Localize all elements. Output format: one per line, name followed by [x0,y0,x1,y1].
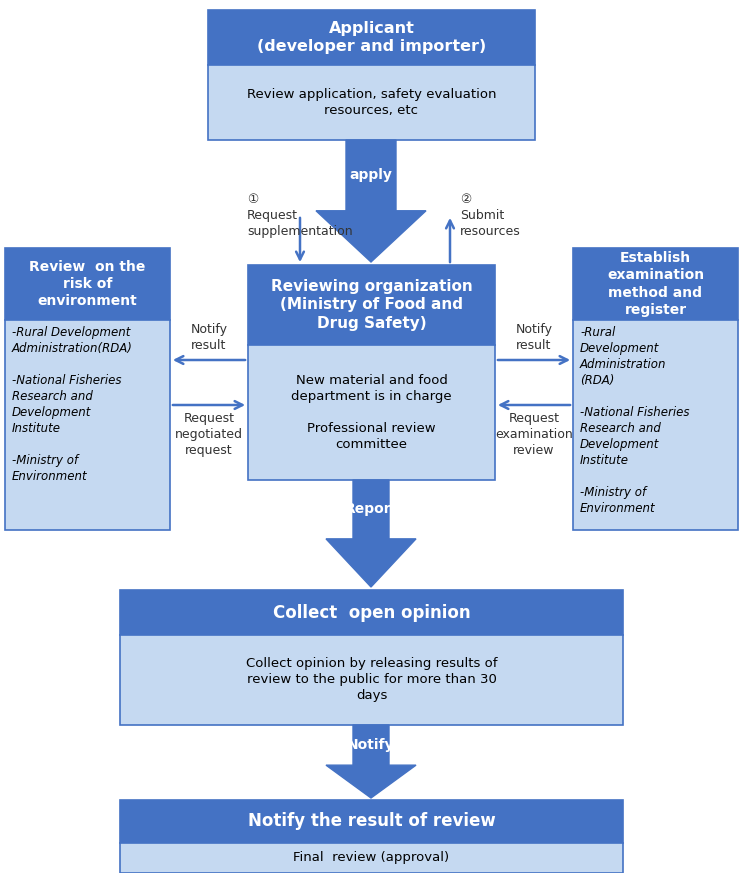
FancyBboxPatch shape [120,590,623,635]
Text: Request
negotiated
request: Request negotiated request [175,412,243,457]
FancyBboxPatch shape [120,843,623,873]
Text: Request
examination
review: Request examination review [495,412,573,457]
FancyBboxPatch shape [573,248,738,320]
Text: ②
Submit
resources: ② Submit resources [460,193,521,238]
Text: Applicant
(developer and importer): Applicant (developer and importer) [257,21,486,54]
FancyBboxPatch shape [248,265,495,345]
FancyBboxPatch shape [120,800,623,843]
FancyBboxPatch shape [573,320,738,530]
FancyBboxPatch shape [208,10,535,65]
Text: Review application, safety evaluation
resources, etc: Review application, safety evaluation re… [247,88,496,117]
Polygon shape [326,480,416,587]
Text: -Rural Development
Administration(RDA)

-National Fisheries
Research and
Develop: -Rural Development Administration(RDA) -… [12,326,133,483]
Text: Report: Report [344,503,398,517]
Text: Review  on the
risk of
environment: Review on the risk of environment [29,259,146,308]
FancyBboxPatch shape [5,320,170,530]
Polygon shape [326,725,416,798]
Text: Collect  open opinion: Collect open opinion [273,603,470,622]
Text: Establish
examination
method and
register: Establish examination method and registe… [607,251,704,317]
FancyBboxPatch shape [208,65,535,140]
Text: Final  review (approval): Final review (approval) [293,851,450,864]
Text: Notify the result of review: Notify the result of review [247,813,496,830]
Text: -Rural
Development
Administration
(RDA)

-National Fisheries
Research and
Develo: -Rural Development Administration (RDA) … [580,326,690,515]
Text: Notify
result: Notify result [516,323,553,352]
Text: Notify
result: Notify result [190,323,227,352]
Text: Notify: Notify [347,738,395,752]
Text: ①
Request
supplementation: ① Request supplementation [247,193,353,238]
FancyBboxPatch shape [248,345,495,480]
Text: Collect opinion by releasing results of
review to the public for more than 30
da: Collect opinion by releasing results of … [246,657,497,703]
FancyBboxPatch shape [120,635,623,725]
FancyBboxPatch shape [5,248,170,320]
Text: Reviewing organization
(Ministry of Food and
Drug Safety): Reviewing organization (Ministry of Food… [270,278,473,331]
Text: apply: apply [349,168,392,182]
Text: New material and food
department is in charge

Professional review
committee: New material and food department is in c… [291,374,452,451]
Polygon shape [316,140,426,262]
